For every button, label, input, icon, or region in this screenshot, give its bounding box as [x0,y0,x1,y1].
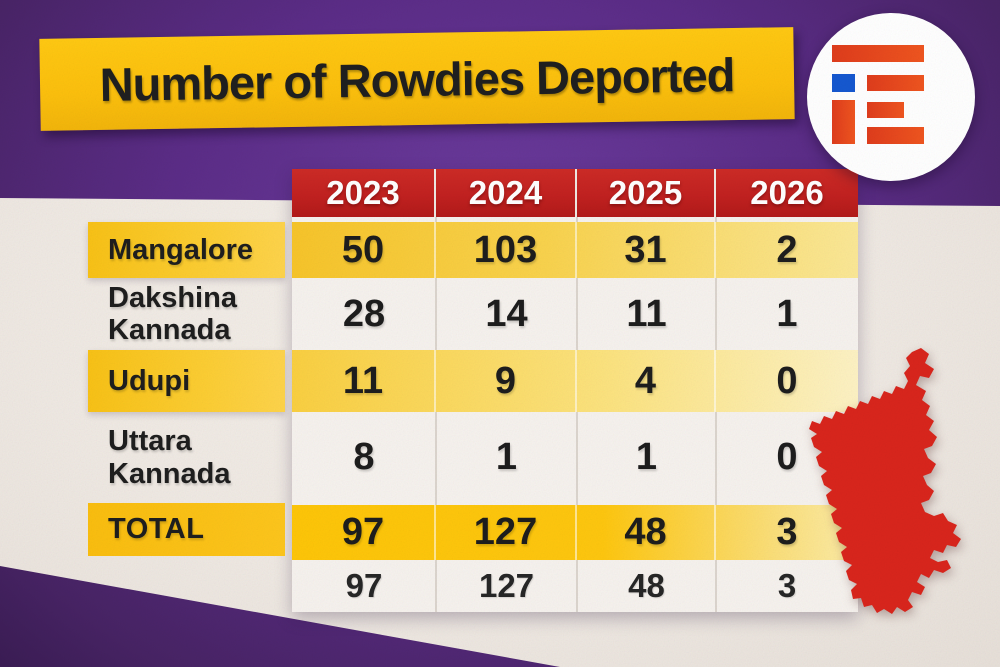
value-cell: 2 [776,228,798,271]
value-cell: 1 [776,292,798,335]
value-cell: 28 [342,292,386,335]
table-repeat-total-row: 97 127 48 3 [292,560,858,612]
value-cell: 127 [478,567,535,604]
value-cell: 9 [436,350,577,412]
row-label-udupi: Udupi [88,350,285,412]
value-cell: 0 [776,436,798,478]
row-label-uttara-kannada: Uttara Kannada [108,425,231,490]
row-label-mangalore: Mangalore [88,222,285,278]
value-cell: 11 [292,350,436,412]
table-row: 28 14 11 1 [292,278,858,350]
page-title: Number of Rowdies Deported [99,47,735,111]
value-cell: 1 [635,436,658,478]
logo-bar [867,102,904,118]
value-cell: 1 [495,436,518,478]
value-cell: 3 [777,567,797,604]
logo-bar [867,75,924,91]
value-cell: 50 [292,222,436,278]
column-header-2023: 2023 [292,169,436,217]
table-header-row: 2023 2024 2025 2026 [292,169,858,217]
column-header-2024: 2024 [436,169,577,217]
value-cell: 8 [353,436,375,478]
total-value-cell: 48 [577,505,716,560]
total-value-cell: 127 [436,505,577,560]
value-cell: 48 [628,567,665,604]
logo-stem [832,100,855,144]
data-table: 2023 2024 2025 2026 50 103 31 2 28 14 11… [292,169,858,612]
row-label-dakshina-kannada: Dakshina Kannada [108,281,237,346]
total-value-cell: 3 [776,511,798,553]
table-row: 50 103 31 2 [292,222,858,278]
value-cell: 103 [436,222,577,278]
table-row: 11 9 4 0 [292,350,858,412]
table-total-row: 97 127 48 3 [292,505,858,560]
row-label-total: TOTAL [88,503,285,556]
value-cell: 11 [626,292,667,335]
column-header-2025: 2025 [577,169,716,217]
logo-bar [832,45,924,62]
value-cell: 14 [485,292,528,335]
total-value-cell: 97 [292,505,436,560]
value-cell: 4 [577,350,716,412]
table-row: 8 1 1 0 [292,412,858,503]
value-cell: 31 [577,222,716,278]
column-header-2026: 2026 [716,169,858,217]
logo-bar [867,127,924,144]
value-cell: 97 [345,567,383,604]
logo-blue-dot [832,74,855,92]
title-banner: Number of Rowdies Deported [39,27,795,131]
value-cell: 0 [776,359,798,402]
indian-express-logo-icon [807,13,975,181]
